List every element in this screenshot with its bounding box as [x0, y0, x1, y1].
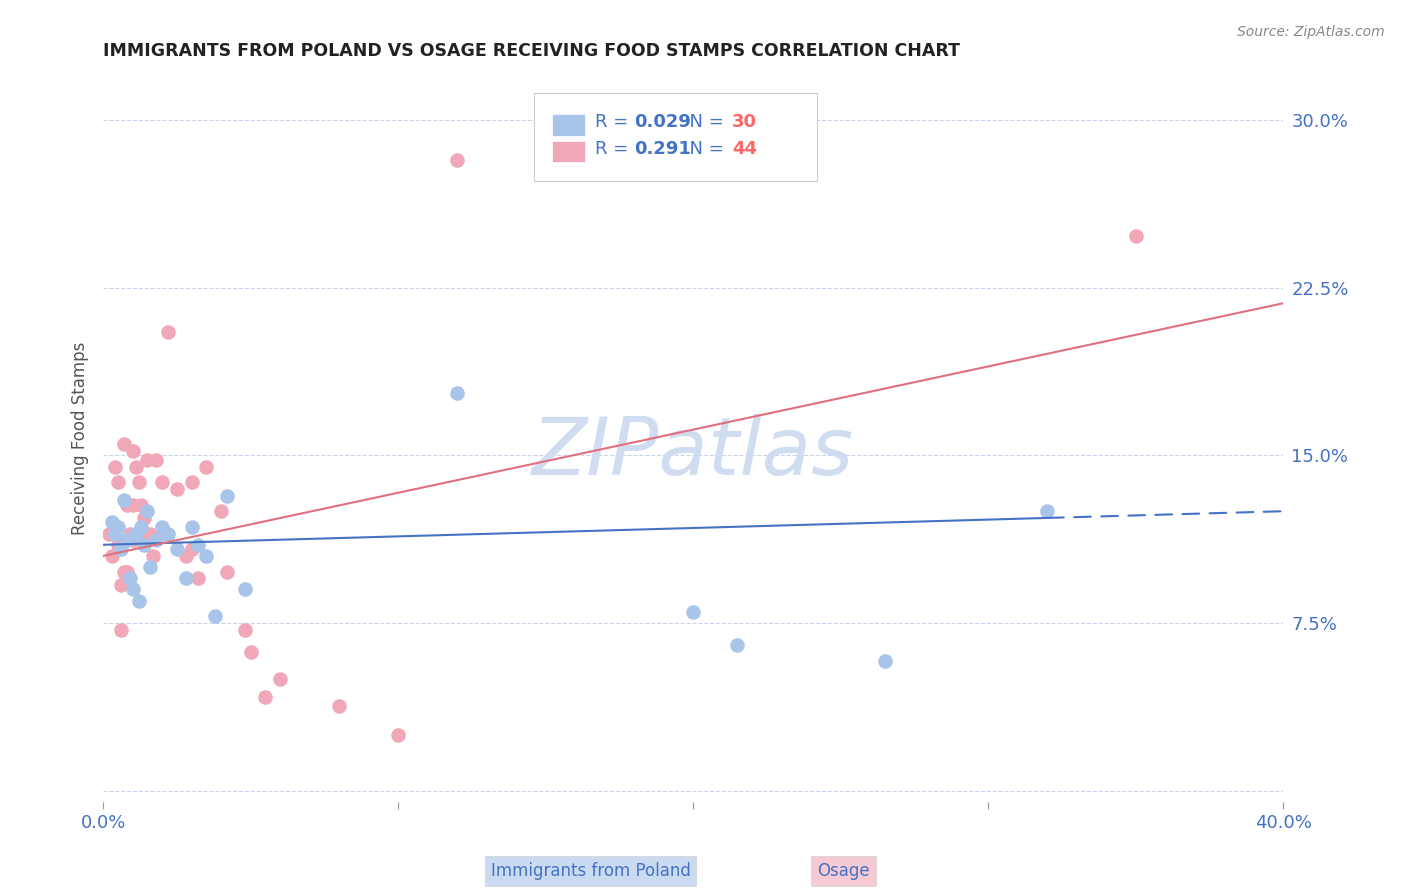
Point [145, 533, 167, 548]
Point [115, 533, 138, 548]
Point [139, 526, 162, 541]
Point [110, 542, 132, 557]
Point [446, 153, 468, 168]
Point [328, 698, 350, 713]
Point [150, 475, 173, 490]
Text: Immigrants from Poland: Immigrants from Poland [491, 862, 690, 880]
Point [157, 526, 180, 541]
Point [124, 526, 146, 541]
Point [725, 639, 748, 653]
Point [166, 482, 188, 496]
Point [107, 538, 129, 552]
Point [98, 526, 121, 541]
Point [166, 542, 188, 557]
Point [128, 593, 150, 607]
Point [180, 542, 202, 557]
Point [128, 475, 150, 490]
Point [136, 452, 159, 467]
Point [446, 385, 468, 400]
Point [121, 582, 143, 597]
Y-axis label: Receiving Food Stamps: Receiving Food Stamps [72, 342, 89, 535]
Point [118, 526, 141, 541]
Point [215, 565, 238, 579]
Point [180, 520, 202, 534]
Text: R =: R = [595, 113, 634, 131]
Point [112, 565, 135, 579]
Point [215, 489, 238, 503]
Point [174, 571, 197, 585]
Point [134, 538, 156, 552]
Point [112, 437, 135, 451]
Point [131, 498, 153, 512]
Point [124, 459, 146, 474]
Point [136, 504, 159, 518]
Point [110, 578, 132, 592]
Point [195, 459, 218, 474]
Point [180, 475, 202, 490]
Point [134, 511, 156, 525]
Point [101, 549, 124, 563]
Point [195, 549, 218, 563]
Text: IMMIGRANTS FROM POLAND VS OSAGE RECEIVING FOOD STAMPS CORRELATION CHART: IMMIGRANTS FROM POLAND VS OSAGE RECEIVIN… [103, 42, 960, 60]
Point [104, 526, 127, 541]
Point [204, 609, 226, 624]
Text: 30: 30 [733, 113, 756, 131]
Point [101, 516, 124, 530]
Point [233, 582, 256, 597]
Point [157, 326, 180, 340]
Point [682, 605, 704, 619]
Point [873, 654, 896, 668]
Point [107, 475, 129, 490]
FancyBboxPatch shape [551, 141, 585, 162]
Point [145, 452, 167, 467]
Point [186, 571, 208, 585]
FancyBboxPatch shape [534, 94, 817, 180]
Point [209, 504, 232, 518]
Text: N =: N = [678, 140, 730, 158]
Text: Source: ZipAtlas.com: Source: ZipAtlas.com [1237, 25, 1385, 39]
Point [110, 623, 132, 637]
Point [131, 533, 153, 548]
Text: 44: 44 [733, 140, 756, 158]
Point [107, 520, 129, 534]
Point [139, 560, 162, 574]
Point [186, 538, 208, 552]
Point [104, 459, 127, 474]
Point [104, 526, 127, 541]
Point [121, 443, 143, 458]
Point [269, 672, 291, 686]
Point [121, 498, 143, 512]
Point [254, 690, 277, 704]
Point [131, 520, 153, 534]
Point [121, 533, 143, 548]
Text: 0.291: 0.291 [634, 140, 690, 158]
Point [174, 549, 197, 563]
FancyBboxPatch shape [551, 113, 585, 136]
Point [233, 623, 256, 637]
Text: R =: R = [595, 140, 634, 158]
Text: N =: N = [678, 113, 730, 131]
Point [239, 645, 262, 659]
Point [150, 526, 173, 541]
Point [150, 520, 173, 534]
Point [115, 498, 138, 512]
Point [115, 565, 138, 579]
Text: ZIPatlas: ZIPatlas [531, 414, 855, 492]
Point [1036, 504, 1059, 518]
Point [118, 571, 141, 585]
Point [112, 493, 135, 508]
Point [142, 549, 165, 563]
Point [1125, 229, 1147, 244]
Text: Osage: Osage [817, 862, 870, 880]
Point [387, 728, 409, 742]
Text: 0.029: 0.029 [634, 113, 690, 131]
